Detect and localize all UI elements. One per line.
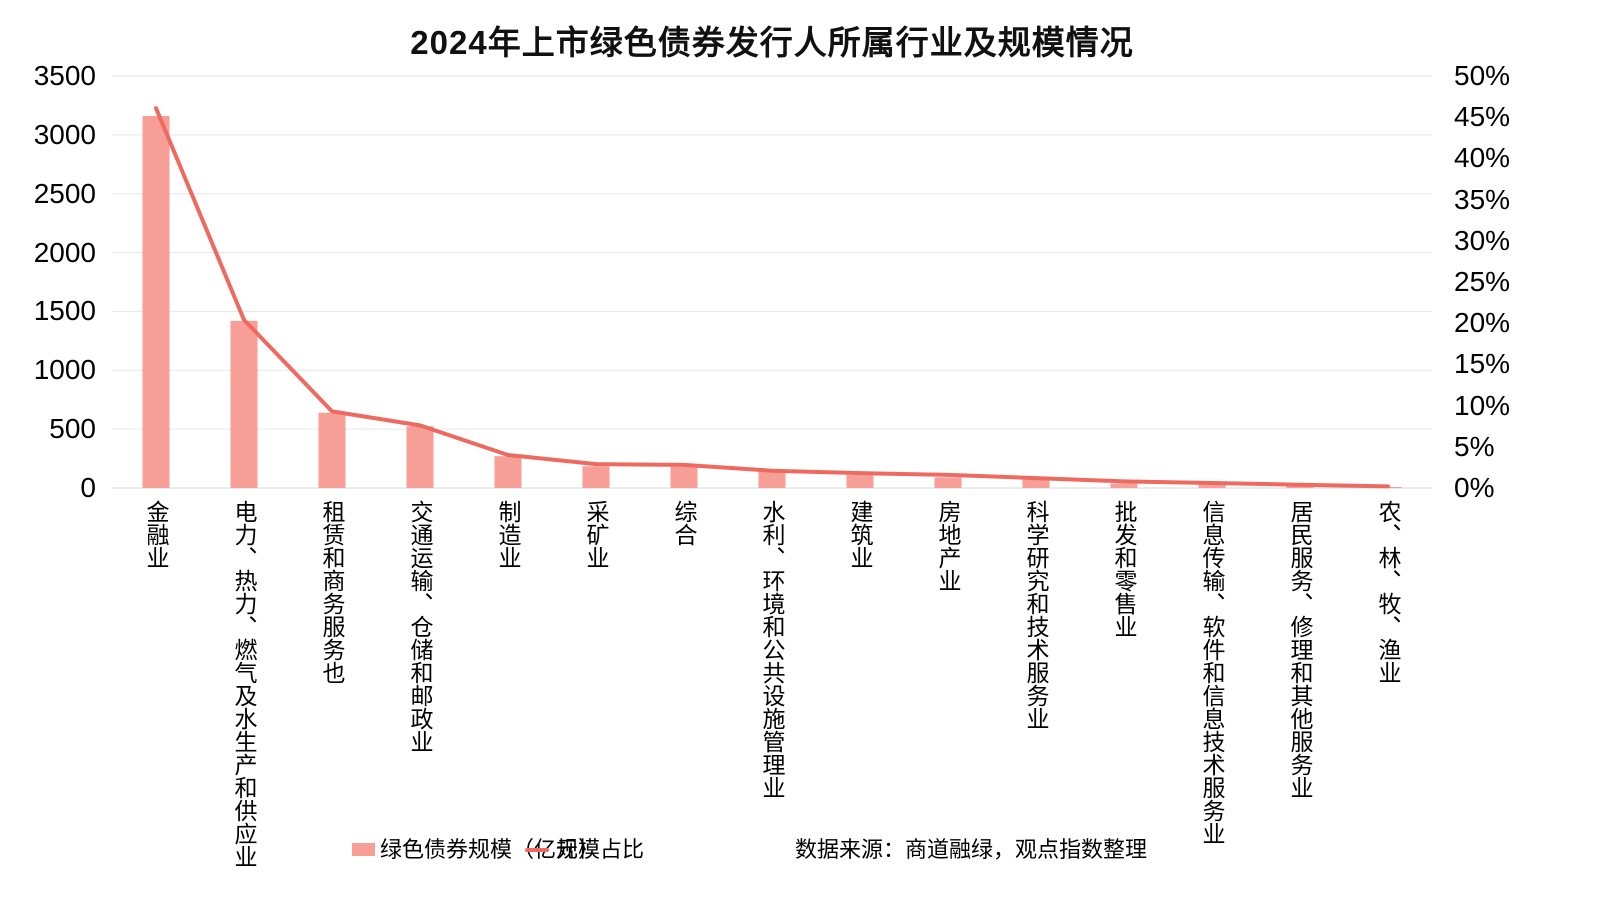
- data-source-note: 数据来源：商道融绿，观点指数整理: [795, 837, 1148, 862]
- left-axis-tick-label: 2500: [33, 177, 96, 209]
- bar-水利、环境和公共设施管理业: [758, 470, 786, 488]
- x-axis-category-label: 交通运输、仓储和邮政业: [407, 500, 433, 753]
- legend-row: 绿色债券规模（亿元） 规模占比 数据来源：商道融绿，观点指数整理: [0, 834, 1600, 874]
- left-axis-tick-label: 0: [80, 472, 96, 503]
- x-axis-category-label: 信息传输、软件和信息技术服务业: [1199, 500, 1225, 845]
- plot-area: [112, 75, 1432, 489]
- bar-series-swatch-icon: [352, 843, 375, 856]
- right-axis-tick-label: 0%: [1454, 472, 1495, 503]
- x-axis-category-label: 采矿业: [583, 500, 609, 569]
- bar-金融业: [142, 116, 170, 488]
- bar-电力、热力、燃气及水生产和供应业: [230, 320, 258, 488]
- right-axis-tick-label: 15%: [1454, 348, 1511, 380]
- right-axis-tick-label: 30%: [1454, 224, 1511, 256]
- right-axis-tick-label: 40%: [1454, 142, 1511, 174]
- x-axis-category-label: 居民服务、修理和其他服务业: [1287, 500, 1313, 799]
- left-axis-tick-label: 3000: [33, 118, 96, 150]
- x-axis-category-label: 综合: [671, 500, 697, 546]
- right-axis-tick-label: 25%: [1454, 266, 1511, 297]
- x-axis-category-label: 批发和零售业: [1111, 500, 1137, 638]
- x-axis-category-label: 租赁和商务服务也: [319, 500, 345, 684]
- x-axis-category-label: 农、林、牧、渔业: [1375, 500, 1401, 684]
- chart-title: 2024年上市绿色债券发行人所属行业及规模情况: [410, 24, 1134, 61]
- left-axis-tick-label: 1000: [33, 354, 96, 386]
- line-series-swatch-icon: [525, 848, 549, 852]
- bar-租赁和商务服务也: [318, 412, 346, 488]
- bar-房地产业: [934, 477, 962, 488]
- left-axis-tick-label: 1500: [33, 295, 96, 327]
- left-axis-tick-label: 500: [49, 413, 96, 445]
- legend-bar-label: 绿色债券规模（亿元）: [380, 837, 601, 862]
- bar-采矿业: [582, 466, 610, 488]
- x-axis-category-label: 科学研究和技术服务业: [1023, 500, 1049, 730]
- bar-批发和零售业: [1110, 483, 1138, 488]
- x-axis-category-label: 电力、热力、燃气及水生产和供应业: [231, 500, 257, 868]
- x-axis-category-label: 房地产业: [935, 500, 961, 592]
- x-axis-category-label: 制造业: [495, 500, 521, 569]
- legend-line-label: 规模占比: [556, 837, 645, 862]
- right-axis-tick-label: 45%: [1454, 101, 1511, 133]
- right-axis-tick-label: 20%: [1454, 307, 1511, 339]
- bar-制造业: [494, 456, 522, 488]
- percent-line: [154, 106, 1390, 489]
- bar-信息传输、软件和信息技术服务业: [1198, 484, 1226, 488]
- bar-综合: [670, 466, 698, 488]
- bar-科学研究和技术服务业: [1022, 479, 1050, 488]
- x-axis-category-label: 金融业: [143, 500, 169, 569]
- bar-建筑业: [846, 475, 874, 488]
- bar-居民服务、修理和其他服务业: [1286, 485, 1314, 488]
- left-axis-tick-label: 2000: [33, 236, 96, 268]
- right-axis-tick-label: 10%: [1454, 389, 1511, 421]
- right-axis-tick-label: 50%: [1454, 60, 1511, 91]
- bar-交通运输、仓储和邮政业: [406, 426, 434, 488]
- x-axis-category-label: 建筑业: [847, 500, 873, 569]
- right-axis-tick-label: 5%: [1454, 430, 1495, 462]
- right-axis-tick-label: 35%: [1454, 183, 1511, 215]
- left-axis-tick-label: 3500: [33, 60, 96, 91]
- x-axis-category-label: 水利、环境和公共设施管理业: [759, 500, 785, 799]
